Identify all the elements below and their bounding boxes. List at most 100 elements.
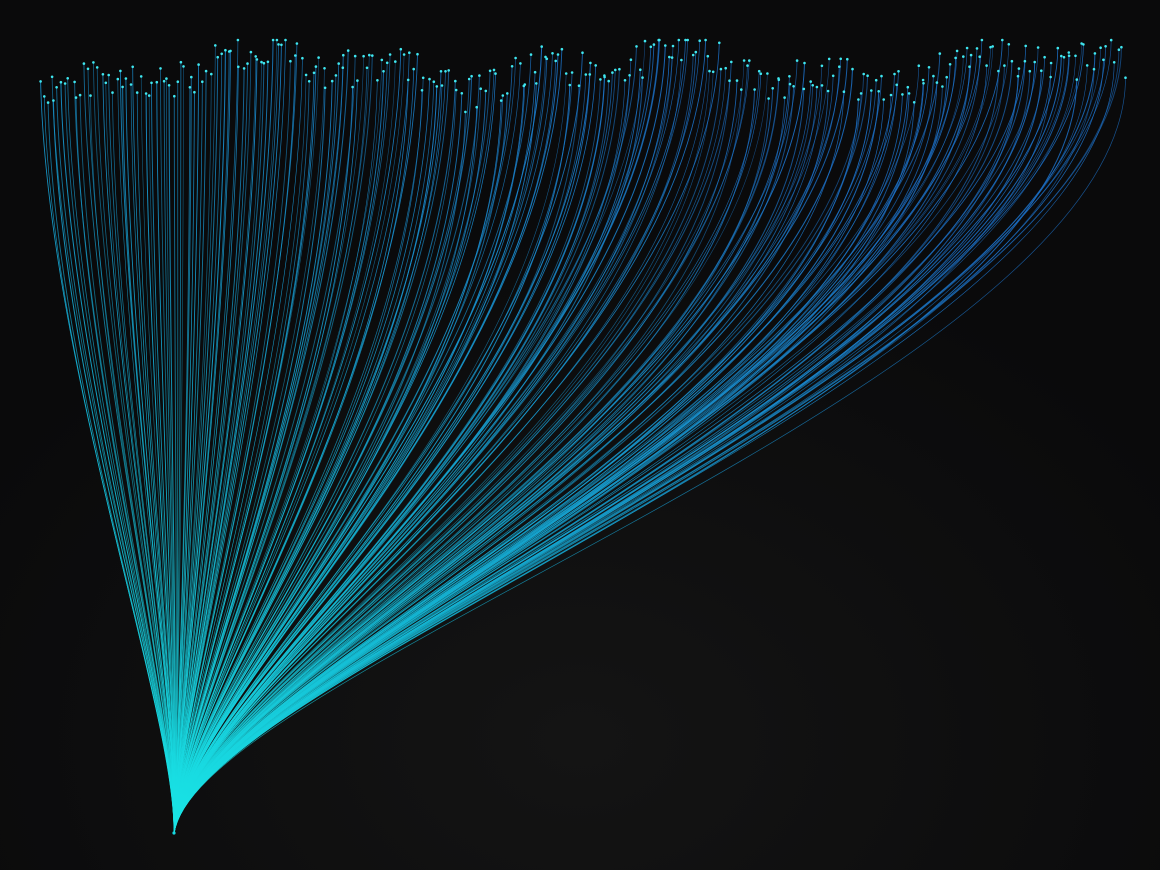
- fiber-strand: [173, 50, 349, 834]
- fiber-tip: [815, 85, 819, 89]
- fiber-tip: [1112, 61, 1116, 64]
- fiber-tip: [540, 45, 543, 48]
- fiber-tip: [46, 101, 50, 104]
- fiber-tip: [742, 59, 746, 62]
- fiber-strand: [173, 56, 356, 834]
- fiber-tip: [492, 68, 496, 72]
- fiber-tip: [719, 67, 723, 71]
- fiber-tip: [454, 88, 458, 92]
- fiber-tip: [882, 98, 885, 101]
- fiber-tip: [255, 58, 259, 61]
- fiber-tip: [59, 80, 63, 84]
- fiber-tip: [323, 86, 327, 90]
- fiber-strand: [173, 70, 450, 834]
- fiber-tip: [294, 54, 297, 57]
- fiber-tip: [432, 80, 436, 83]
- fiber-tip: [464, 110, 467, 114]
- fiber-strand: [173, 57, 319, 834]
- fiber-tip: [941, 85, 944, 88]
- fiber-tip: [337, 62, 341, 65]
- fiber-tip: [788, 82, 792, 86]
- fiber-tip: [362, 54, 365, 58]
- fiber-tip: [711, 70, 715, 74]
- fiber-tip: [820, 84, 824, 87]
- fiber-tip: [89, 94, 92, 97]
- fiber-tip: [304, 73, 308, 77]
- fiber-tip: [839, 57, 842, 61]
- fiber-tip: [204, 69, 208, 73]
- fiber-tip: [618, 67, 621, 71]
- fiber-tip: [376, 79, 379, 82]
- fiber-tip: [577, 84, 581, 87]
- fiber-strand: [173, 53, 941, 834]
- fiber-strand: [173, 46, 543, 834]
- fiber-strand: [173, 73, 768, 834]
- fiber-tip: [162, 79, 166, 83]
- fiber-tip: [584, 73, 588, 76]
- fiber-tip: [284, 38, 287, 42]
- fiber-strand: [173, 47, 1122, 834]
- fiber-tip: [639, 68, 642, 71]
- fiber-tip: [724, 66, 727, 70]
- fiber-tip: [416, 52, 419, 56]
- strand-bundle: [40, 39, 1126, 834]
- fiber-strand: [173, 73, 496, 834]
- fiber-tip: [753, 88, 756, 91]
- fiber-tip: [380, 58, 384, 62]
- fiber-strand: [173, 55, 373, 834]
- fiber-tip: [1124, 76, 1127, 79]
- fiber-tip: [880, 74, 883, 78]
- fiber-tip: [262, 61, 266, 65]
- fiber-tip: [535, 82, 538, 85]
- fiber-tip: [78, 93, 82, 97]
- fiber-tip: [86, 67, 90, 71]
- fiber-tip: [475, 105, 479, 109]
- fiber-tip: [759, 72, 763, 75]
- fiber-tip: [668, 55, 671, 59]
- fiber-tip: [467, 77, 471, 81]
- fiber-tip: [652, 43, 656, 46]
- fiber-tip: [718, 41, 721, 45]
- fiber-tip: [544, 55, 547, 59]
- fiber-tip: [857, 98, 860, 101]
- fiber-tip: [680, 58, 683, 62]
- fiber-tip: [307, 80, 311, 83]
- fiber-tip: [399, 47, 403, 51]
- fiber-tip: [1067, 51, 1071, 54]
- fiber-tip: [119, 69, 122, 73]
- fiber-tip: [179, 60, 183, 64]
- fiber-tip: [985, 64, 988, 67]
- fiber-strand: [173, 44, 1084, 834]
- fiber-tip: [730, 60, 733, 64]
- fiber-tip: [421, 76, 425, 80]
- fiber-tip: [846, 57, 849, 61]
- fiber-tip: [691, 53, 695, 57]
- fiber-tip: [614, 68, 617, 72]
- fiber-tip: [385, 61, 389, 65]
- fiber-strand: [173, 75, 869, 834]
- fiber-tip: [295, 42, 299, 45]
- fiber-tip: [167, 84, 171, 87]
- fiber-strand: [173, 60, 798, 834]
- fiber-tip: [95, 66, 99, 69]
- fiber-tip: [746, 64, 749, 67]
- fiber-tip: [346, 49, 350, 52]
- fiber-tip: [216, 55, 219, 59]
- fiber-strand: [173, 49, 563, 834]
- fiber-tip: [301, 56, 304, 60]
- fiber-tip: [447, 69, 451, 72]
- fiber-tip: [201, 80, 204, 83]
- fiber-tip: [237, 65, 240, 69]
- fiber-strand: [173, 50, 231, 834]
- fiber-tip: [997, 69, 1000, 73]
- fiber-tip: [991, 45, 994, 48]
- fiber-tip: [917, 64, 921, 67]
- fiber-tip: [484, 89, 488, 93]
- fiber-tip: [962, 55, 965, 58]
- fiber-strand: [173, 61, 732, 834]
- fiber-strand: [173, 44, 1010, 834]
- fiber-tip: [523, 83, 527, 86]
- fiber-strand: [173, 60, 750, 834]
- fiber-tip: [611, 71, 614, 74]
